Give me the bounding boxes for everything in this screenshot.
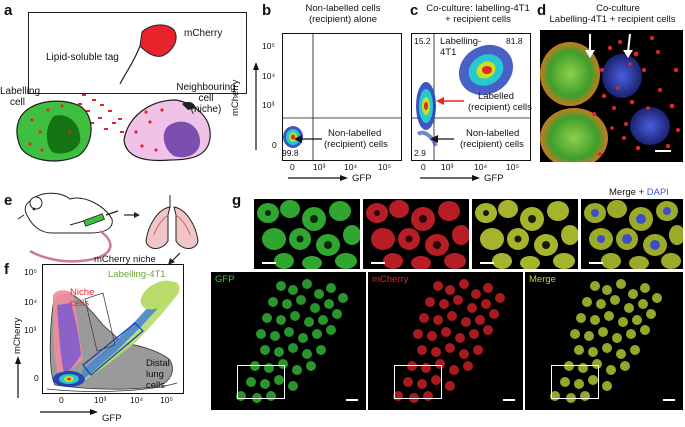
panel-b-pop-label-1: Non-labelled: [328, 128, 381, 139]
large-merge-roi: [551, 365, 599, 399]
panel-b-xtick: 0: [290, 163, 295, 172]
inset-mcherry-scalebar: [371, 262, 385, 264]
inset-gfp-scalebar: [262, 262, 276, 264]
panel-f-niche-1: Niche: [70, 287, 94, 298]
panel-c-4t1-label-1: Labelling-: [440, 36, 481, 47]
panel-b-title-2: (recipient) alone: [278, 14, 408, 25]
panel-f-xlabel: GFP: [102, 413, 122, 424]
panel-c-ur-value: 81.8: [506, 37, 523, 46]
panel-b-ytick: 10³: [262, 101, 274, 110]
inset-mcherry: [363, 199, 469, 269]
large-mcherry-roi: [394, 365, 442, 399]
panel-c-xtick: 10³: [441, 163, 453, 172]
panel-f-ytick: 10³: [24, 326, 36, 335]
panel-f-distal-1: Distal: [146, 358, 170, 369]
inset-dapi-scalebar: [589, 262, 603, 264]
inset-merge-dapi: [581, 199, 683, 269]
panel-f-ytick: 10⁴: [24, 298, 37, 307]
panel-g-merge-dapi: Merge + DAPI: [609, 187, 669, 198]
panel-b-xtick: 10⁵: [378, 163, 391, 172]
panel-c-xarrow: [420, 174, 480, 182]
panel-b-ytick: 0: [272, 141, 277, 150]
panel-f-xarrow: [40, 408, 98, 416]
panel-d-title-1: Co-culture: [552, 3, 684, 14]
panel-b-xtick: 10³: [313, 163, 325, 172]
panel-b-ytick: 10⁵: [262, 42, 275, 51]
panel-f-niche-2: cells: [70, 298, 89, 309]
panel-c-labelled-1: Labelled: [478, 91, 514, 102]
panel-c-nonlabelled-1: Non-labelled: [466, 128, 519, 139]
panel-f-ytick: 10⁵: [24, 268, 37, 277]
panel-d-scalebar: [655, 150, 671, 152]
large-merge-label: Merge: [529, 275, 556, 285]
panel-f-xtick: 0: [59, 396, 64, 405]
panel-d-micrograph: [540, 30, 683, 162]
panel-c-4t1-label-2: 4T1: [440, 47, 456, 58]
panel-c-xlabel: GFP: [484, 173, 504, 184]
panel-b-quad-value: 99.8: [282, 149, 299, 158]
labelling-cell-label-2: cell: [10, 97, 25, 108]
large-merge-scalebar: [663, 399, 675, 401]
panel-c-nonlabelled-2: (recipient) cells: [460, 139, 524, 150]
inset-merge: [472, 199, 578, 269]
panel-b-yarrow: [252, 62, 260, 152]
panel-f-4t1-label: Labelling-4T1: [108, 269, 166, 280]
panel-c-title-1: Co-culture: labelling-4T1: [418, 3, 538, 14]
panel-b-label: b: [262, 3, 271, 18]
panel-c-xtick: 10⁵: [506, 163, 519, 172]
panel-c-title-2: + recipient cells: [418, 14, 538, 25]
panel-f-xtick: 10³: [94, 396, 106, 405]
inset-merge-scalebar: [480, 262, 494, 264]
labelling-cell-label-1: Labelling: [0, 86, 40, 97]
large-mcherry-label: mCherry: [372, 275, 408, 285]
panel-c-red-arrow: [436, 96, 466, 106]
panel-f-ytick: 0: [34, 374, 39, 383]
large-gfp-roi: [237, 365, 285, 399]
panel-f-yarrow: [14, 356, 22, 400]
mouse-lung-illustration: [0, 185, 220, 265]
panel-d-title-2: Labelling-4T1 + recipient cells: [540, 14, 685, 25]
inset-gfp: [254, 199, 360, 269]
merge-prefix: Merge +: [609, 187, 647, 198]
panel-b-xarrow: [288, 174, 348, 182]
panel-f-xtick: 10⁴: [130, 396, 143, 405]
panel-f-xtick: 10⁵: [160, 396, 173, 405]
large-gfp: GFP: [211, 272, 366, 410]
panel-c-labelled-2: (recipient) cells: [468, 102, 532, 113]
panel-c-ul-value: 15.2: [414, 37, 431, 46]
large-merge: Merge: [525, 272, 683, 410]
panel-c-xtick: 10⁴: [474, 163, 487, 172]
panel-f-ylabel: mCherry: [12, 318, 23, 354]
panel-f-distal-2: lung: [146, 369, 164, 380]
large-gfp-scalebar: [346, 399, 358, 401]
panel-c-pointer-arrow: [430, 134, 456, 144]
panel-b-ylabel: mCherry: [230, 80, 241, 116]
panel-g-label: g: [232, 193, 241, 208]
large-mcherry: mCherry: [368, 272, 523, 410]
dapi-label: DAPI: [647, 187, 669, 198]
panel-b-pointer-arrow: [294, 134, 324, 144]
panel-b-xtick: 10⁴: [344, 163, 357, 172]
panel-c-xtick: 0: [421, 163, 426, 172]
large-mcherry-scalebar: [503, 399, 515, 401]
panel-b-xlabel: GFP: [352, 173, 372, 184]
panel-b-ytick: 10⁴: [262, 72, 275, 81]
panel-b-title-1: Non-labelled cells: [278, 3, 408, 14]
panel-b-pop-label-2: (recipient) cells: [324, 139, 388, 150]
panel-c-ll-value: 2.9: [414, 149, 426, 158]
panel-f-distal-3: cells: [146, 380, 165, 391]
panel-f-label: f: [4, 262, 9, 277]
large-gfp-label: GFP: [215, 275, 235, 285]
